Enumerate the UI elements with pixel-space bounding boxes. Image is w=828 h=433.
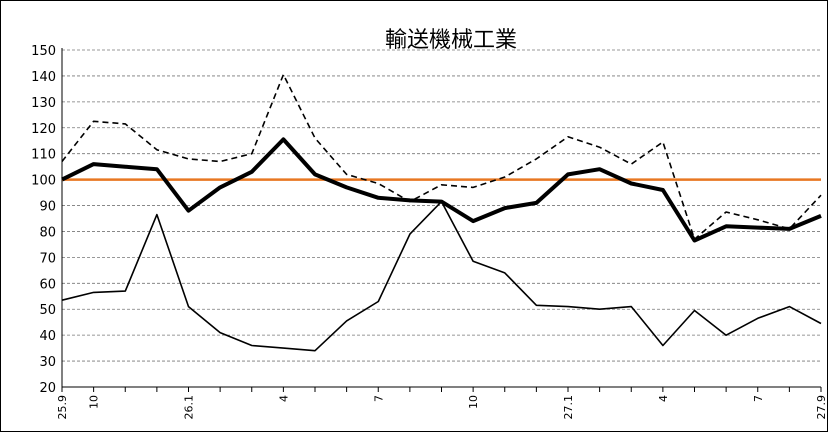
x-tick-label: 7 [372,395,385,402]
x-axis-ticks: 25.9 10 26.1 4 7 10 27.1 4 7 27.9 [56,387,828,420]
x-tick-label: 7 [752,395,765,402]
x-tick-label: 26.1 [183,395,196,420]
series-line-3 [61,200,822,352]
chart-title: 輸送機械工業 [385,28,517,53]
y-tick-label: 110 [31,148,56,163]
y-tick-label: 120 [31,122,56,137]
y-tick-label: 30 [39,355,56,370]
x-tick-label: 10 [467,395,480,409]
y-tick-label: 70 [39,251,56,266]
y-tick-label: 150 [31,44,56,59]
x-tick-label: 4 [277,395,290,402]
x-tick-label: 4 [657,395,670,402]
series-line-1 [61,73,822,240]
y-tick-label: 130 [31,96,56,111]
y-tick-label: 140 [31,70,56,85]
y-tick-label: 50 [39,303,56,318]
series-lines [61,73,822,352]
gridlines [62,49,821,362]
y-tick-label: 90 [39,200,56,215]
y-tick-label: 60 [39,277,56,292]
x-tick-label: 25.9 [56,395,69,420]
axes [61,48,821,388]
x-tick-label: 27.1 [562,395,575,420]
y-tick-label: 80 [39,225,56,240]
y-tick-label: 100 [31,174,56,189]
y-axis-ticks: 20 30 40 50 60 70 80 90 100 110 120 130 140 150 [31,44,56,396]
x-tick-label: 10 [88,395,101,409]
x-tick-label: 27.9 [815,395,828,420]
y-tick-label: 40 [39,329,56,344]
y-tick-label: 20 [39,381,56,396]
